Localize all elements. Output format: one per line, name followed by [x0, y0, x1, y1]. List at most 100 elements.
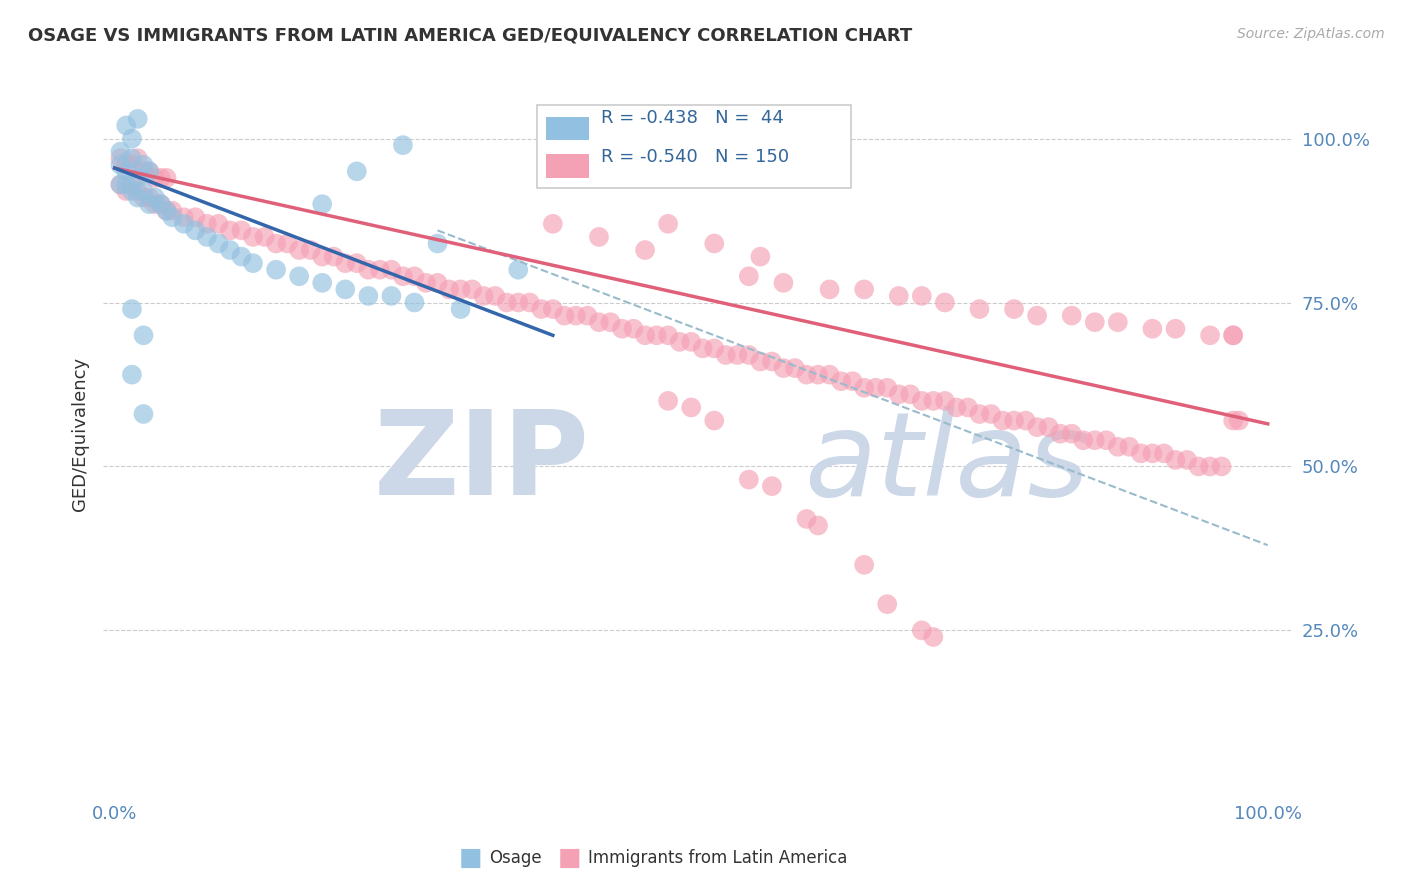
Point	[322, 250, 344, 264]
Point	[450, 301, 472, 316]
Point	[911, 393, 934, 408]
Point	[898, 387, 921, 401]
Point	[841, 374, 863, 388]
Text: atlas: atlas	[804, 406, 1088, 519]
Point	[264, 236, 287, 251]
Point	[876, 381, 898, 395]
Point	[184, 211, 207, 225]
Point	[796, 368, 818, 382]
Text: ■: ■	[460, 847, 482, 870]
Point	[132, 164, 155, 178]
Point	[288, 243, 311, 257]
Point	[1222, 328, 1244, 343]
Point	[1060, 426, 1083, 441]
Point	[634, 328, 657, 343]
Point	[911, 289, 934, 303]
Point	[484, 289, 506, 303]
Point	[173, 211, 195, 225]
Point	[155, 203, 177, 218]
Point	[299, 243, 322, 257]
Point	[127, 184, 149, 198]
Point	[132, 158, 155, 172]
Point	[380, 289, 402, 303]
Point	[830, 374, 852, 388]
Point	[1222, 413, 1244, 427]
Y-axis label: GED/Equivalency: GED/Equivalency	[72, 357, 89, 511]
Point	[311, 197, 333, 211]
Point	[818, 368, 841, 382]
Text: ZIP: ZIP	[374, 405, 591, 520]
Point	[380, 262, 402, 277]
Point	[772, 276, 794, 290]
Point	[162, 211, 184, 225]
Point	[1084, 315, 1107, 329]
Point	[149, 197, 172, 211]
Point	[450, 282, 472, 296]
Point	[980, 407, 1002, 421]
Point	[437, 282, 460, 296]
Point	[1060, 309, 1083, 323]
Point	[738, 269, 761, 284]
Point	[876, 597, 898, 611]
Point	[121, 184, 143, 198]
Point	[1118, 440, 1140, 454]
Point	[115, 158, 138, 172]
Text: Osage: Osage	[489, 849, 541, 867]
Point	[277, 236, 299, 251]
Point	[853, 282, 876, 296]
Point	[242, 230, 264, 244]
Point	[657, 217, 679, 231]
Point	[335, 256, 357, 270]
Point	[508, 262, 530, 277]
Point	[121, 151, 143, 165]
Point	[138, 191, 160, 205]
Point	[132, 191, 155, 205]
Point	[127, 170, 149, 185]
Point	[404, 295, 426, 310]
Point	[703, 236, 725, 251]
Point	[207, 217, 229, 231]
Point	[588, 230, 610, 244]
Point	[865, 381, 887, 395]
Point	[588, 315, 610, 329]
Point	[1164, 453, 1187, 467]
Point	[195, 217, 218, 231]
Point	[115, 164, 138, 178]
Text: Immigrants from Latin America: Immigrants from Latin America	[588, 849, 846, 867]
Point	[149, 170, 172, 185]
Bar	[546, 154, 589, 178]
Point	[623, 322, 645, 336]
Point	[132, 328, 155, 343]
Point	[173, 217, 195, 231]
Point	[599, 315, 621, 329]
Point	[576, 309, 599, 323]
Point	[143, 170, 166, 185]
FancyBboxPatch shape	[537, 105, 852, 188]
Point	[1107, 440, 1129, 454]
Point	[1026, 420, 1049, 434]
Point	[155, 203, 177, 218]
Point	[934, 295, 956, 310]
Point	[807, 368, 830, 382]
Point	[1014, 413, 1036, 427]
Point	[1129, 446, 1152, 460]
Point	[887, 289, 910, 303]
Point	[668, 334, 690, 349]
Point	[761, 479, 783, 493]
Point	[346, 164, 368, 178]
Point	[796, 512, 818, 526]
Text: OSAGE VS IMMIGRANTS FROM LATIN AMERICA GED/EQUIVALENCY CORRELATION CHART: OSAGE VS IMMIGRANTS FROM LATIN AMERICA G…	[28, 27, 912, 45]
Point	[818, 282, 841, 296]
Point	[121, 301, 143, 316]
Text: Source: ZipAtlas.com: Source: ZipAtlas.com	[1237, 27, 1385, 41]
Point	[703, 342, 725, 356]
Point	[1084, 434, 1107, 448]
Point	[311, 276, 333, 290]
Point	[681, 401, 703, 415]
Point	[253, 230, 276, 244]
Point	[911, 624, 934, 638]
Point	[1222, 328, 1244, 343]
Text: R = -0.438   N =  44: R = -0.438 N = 44	[600, 110, 783, 128]
Point	[657, 393, 679, 408]
Point	[692, 342, 714, 356]
